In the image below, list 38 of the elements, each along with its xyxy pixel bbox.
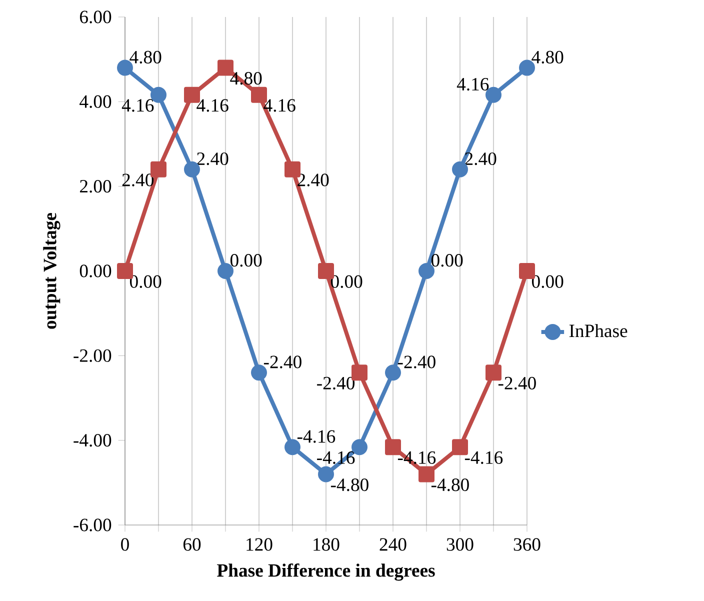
data-label: 4.80 xyxy=(532,50,564,64)
data-label: 2.40 xyxy=(122,174,154,186)
y-tick-label: 2.00 xyxy=(80,180,112,193)
x-tick-label: 120 xyxy=(246,538,272,551)
x-tick-label: 0 xyxy=(121,538,129,551)
y-tick-label: -2.00 xyxy=(74,349,112,362)
y-tick-label: -4.00 xyxy=(74,434,112,447)
data-label: 0.00 xyxy=(532,275,564,288)
y-tick-label: 6.00 xyxy=(80,10,112,24)
x-tick-label: 360 xyxy=(514,538,540,551)
data-label: -4.16 xyxy=(297,430,336,443)
y-tick-label: 4.00 xyxy=(80,95,112,108)
y-axis-title: output Voltage xyxy=(43,212,60,329)
y-tick-label: -6.00 xyxy=(74,518,112,532)
data-label: -4.16 xyxy=(464,451,503,464)
data-label: -2.40 xyxy=(317,376,355,390)
data-label: -2.40 xyxy=(264,356,302,368)
data-label: 4.16 xyxy=(122,99,154,112)
legend-label: InPhase xyxy=(569,324,628,338)
x-tick-label: 180 xyxy=(314,538,340,551)
data-label: 2.40 xyxy=(298,174,329,186)
x-tick-label: 60 xyxy=(183,538,201,551)
data-label: -2.40 xyxy=(398,356,436,368)
data-label: 2.40 xyxy=(197,152,228,166)
x-tick-label: 300 xyxy=(446,538,474,551)
x-tick-label: 240 xyxy=(380,538,406,551)
data-label: 0.00 xyxy=(330,275,362,288)
data-label: -4.80 xyxy=(431,478,469,492)
data-label: 4.16 xyxy=(456,78,489,91)
x-axis-title: Phase Difference in degrees xyxy=(217,563,435,581)
data-label: 0.00 xyxy=(230,254,262,267)
data-label: 0.00 xyxy=(130,275,162,288)
data-label: 0.00 xyxy=(431,254,463,267)
data-label: -2.40 xyxy=(498,376,536,390)
data-label: 4.80 xyxy=(130,50,162,64)
data-label: 4.16 xyxy=(196,99,228,112)
y-tick-label: 0.00 xyxy=(80,264,112,278)
data-label: -4.80 xyxy=(330,478,368,492)
